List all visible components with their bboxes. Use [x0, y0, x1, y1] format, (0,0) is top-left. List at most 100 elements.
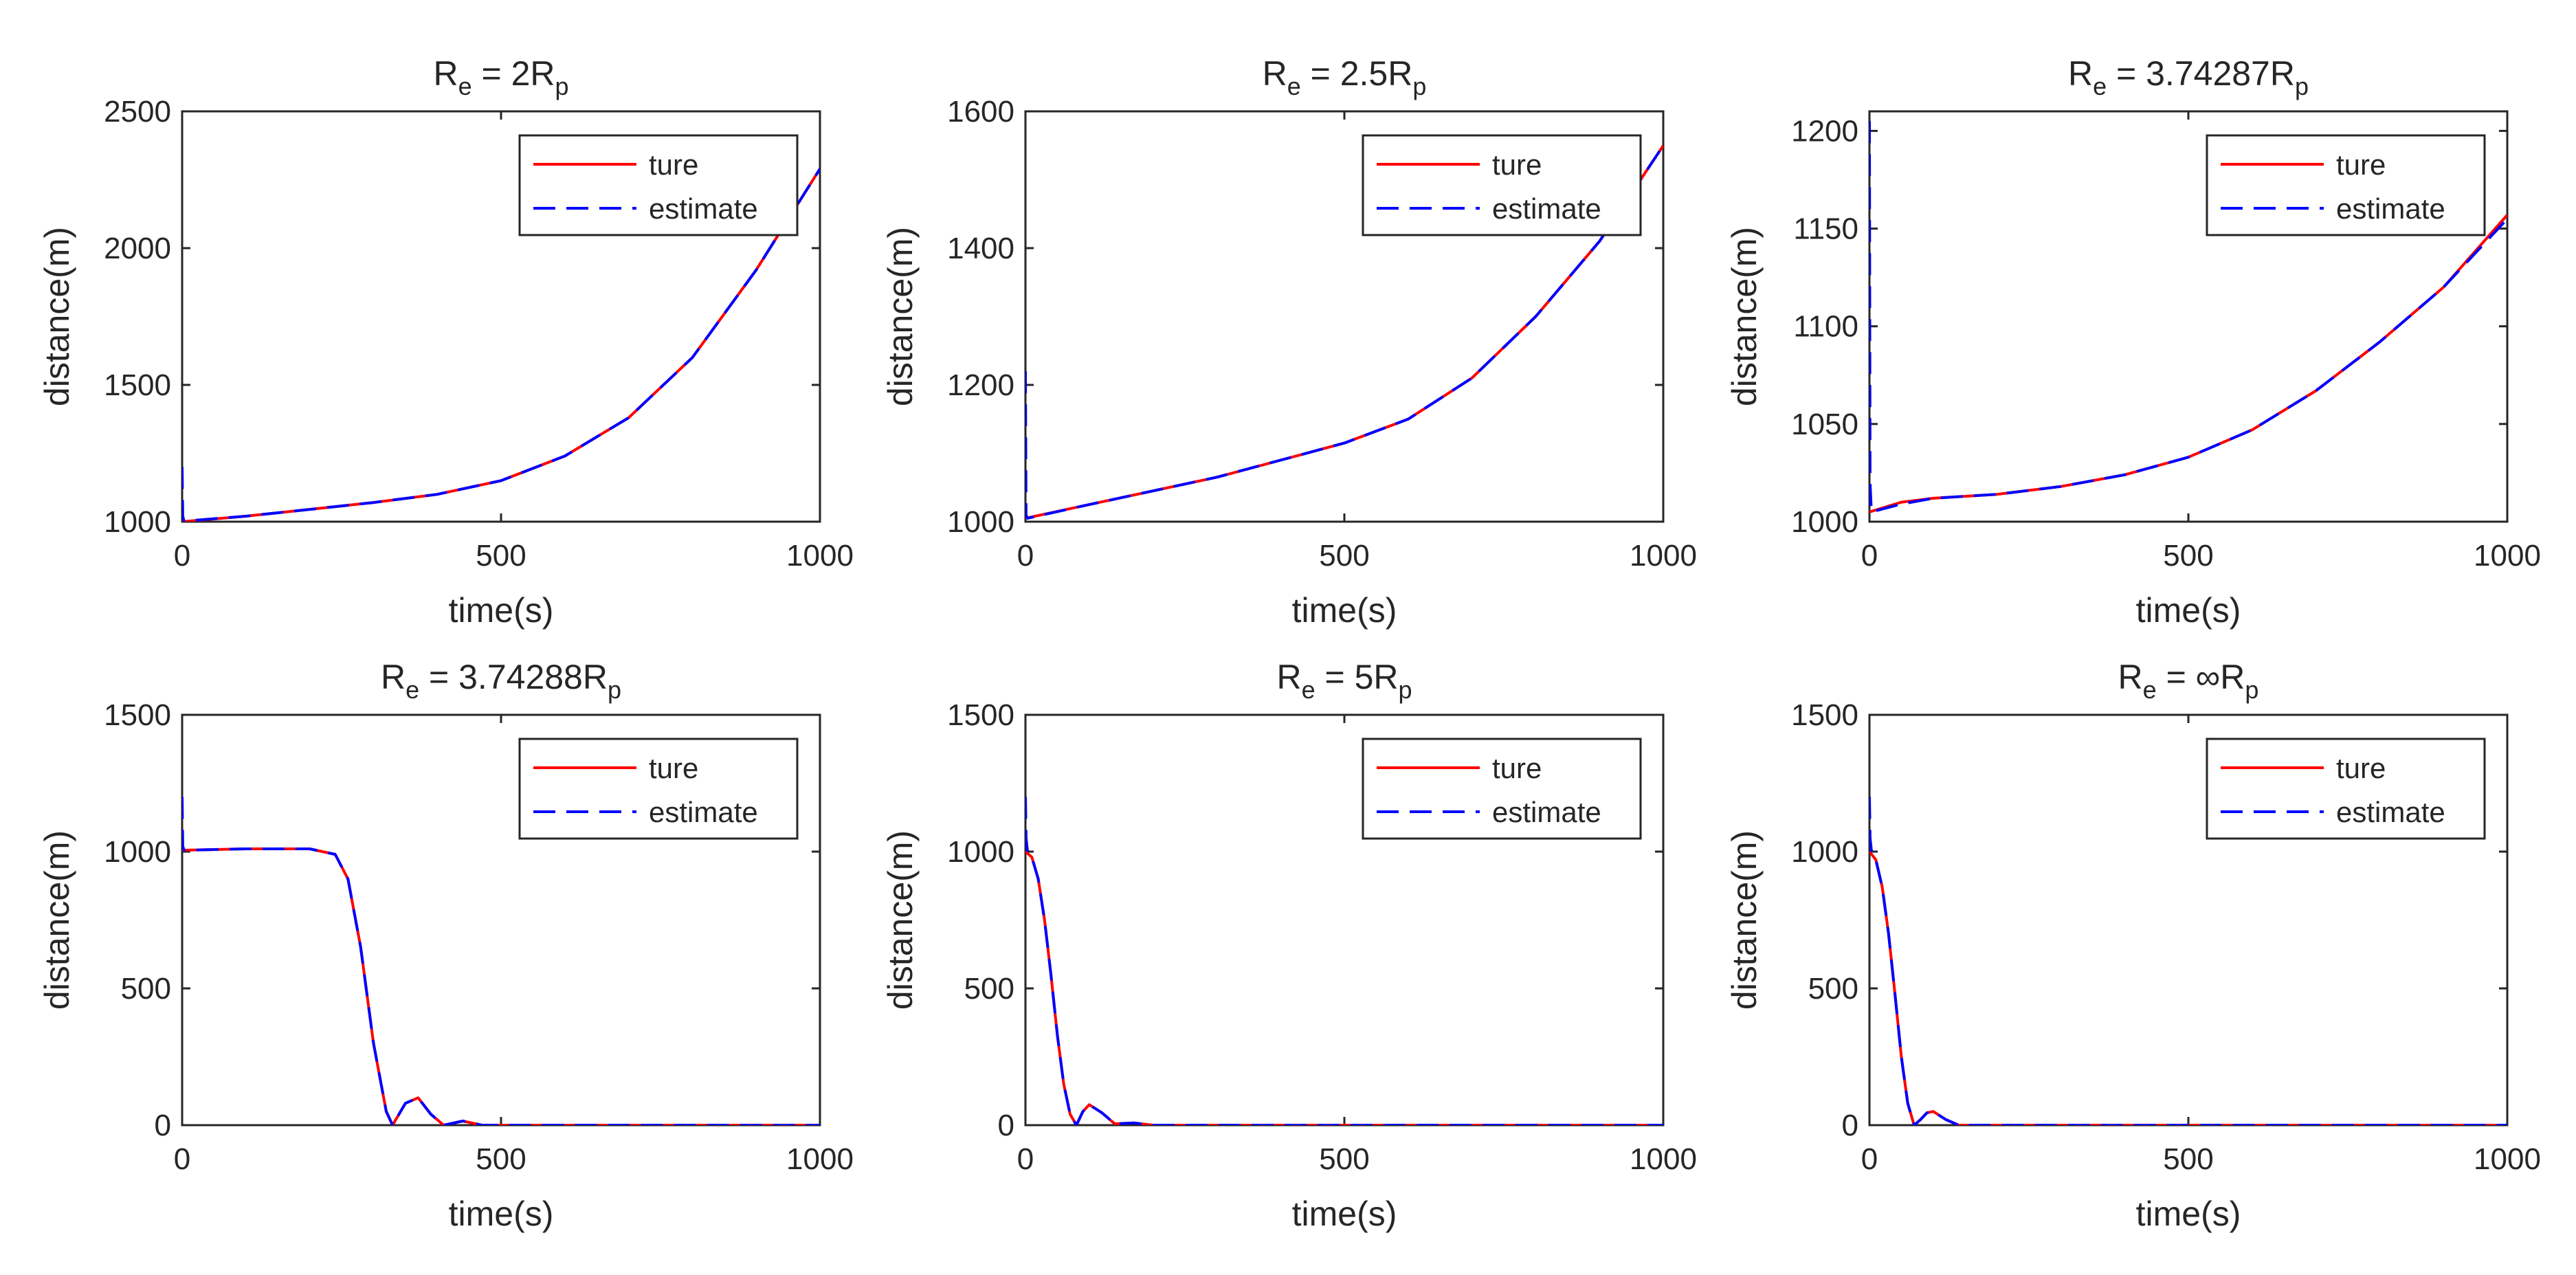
- y-axis-label: distance(m): [38, 830, 76, 1010]
- chart-title: Re = 2Rp: [433, 54, 568, 100]
- series-line-estimate: [1025, 797, 1663, 1125]
- x-axis-label: time(s): [1292, 591, 1397, 630]
- chart-3: Re = 3.74287Rp 0 500 1000 1000 1050 1100 1150 12…: [1725, 54, 2541, 630]
- y-tick-label: 500: [964, 972, 1014, 1006]
- y-axis-label: distance(m): [38, 227, 76, 406]
- y-tick-label: 1600: [947, 95, 1014, 129]
- y-tick-label: 1500: [947, 698, 1014, 732]
- x-tick-label: 1000: [786, 539, 854, 573]
- x-tick-label: 1000: [786, 1142, 854, 1176]
- chart-title: Re = 2.5Rp: [1263, 54, 1427, 100]
- title-mid: = 3.74287R: [2107, 54, 2295, 93]
- title-subscript-p: p: [1399, 676, 1412, 704]
- chart-6: Re = ∞Rp 0 500 1000 0 500 1000 1500 time(s) dista…: [1725, 658, 2541, 1233]
- series-group: [1025, 797, 1663, 1125]
- legend: ture estimate: [2206, 134, 2486, 236]
- y-tick-label: 1100: [1793, 310, 1858, 344]
- title-subscript-p: p: [1412, 72, 1426, 100]
- y-tick-label: 1000: [104, 505, 171, 539]
- y-tick-label: 1000: [1791, 835, 1858, 869]
- y-tick-label: 2000: [104, 232, 171, 265]
- y-tick-label: 1200: [1791, 114, 1858, 148]
- title-mid: = ∞R: [2157, 658, 2245, 696]
- title-main: R: [1263, 54, 1287, 93]
- x-tick-label: 0: [1017, 539, 1034, 573]
- x-axis-label: time(s): [2136, 1195, 2241, 1233]
- series-line-estimate: [182, 168, 820, 522]
- title-subscript-e: e: [2143, 676, 2157, 704]
- y-tick-label: 1400: [947, 232, 1014, 265]
- y-tick-label: 1150: [1793, 212, 1858, 246]
- y-tick-label: 1200: [947, 368, 1014, 402]
- x-tick-label: 1000: [2474, 1142, 2541, 1176]
- x-axis-label: time(s): [449, 1195, 554, 1233]
- legend-box: [1362, 738, 1642, 840]
- legend-label-true: ture: [1492, 752, 1542, 784]
- legend-label-estimate: estimate: [1492, 796, 1601, 828]
- title-subscript-e: e: [1302, 676, 1315, 704]
- title-subscript-p: p: [2245, 676, 2258, 704]
- chart-title: Re = 3.74287Rp: [2068, 54, 2309, 100]
- y-tick-label: 1500: [104, 368, 171, 402]
- legend: ture estimate: [518, 134, 799, 236]
- y-tick-label: 1500: [1791, 698, 1858, 732]
- x-tick-label: 500: [1319, 539, 1369, 573]
- chart-4: Re = 3.74288Rp 0 500 1000 0 500 1000 1500 time(s…: [38, 658, 854, 1233]
- title-main: R: [433, 54, 458, 93]
- series-line-true: [182, 847, 820, 1125]
- title-main: R: [381, 658, 406, 696]
- legend-box: [518, 134, 799, 236]
- series-line-estimate: [1025, 144, 1663, 520]
- x-tick-label: 500: [2163, 539, 2213, 573]
- chart-title: Re = 3.74288Rp: [381, 658, 621, 704]
- chart-1: Re = 2Rp 0 500 1000 1000 1500 2000 2500 time(s) d…: [38, 54, 854, 630]
- x-tick-label: 0: [174, 1142, 190, 1176]
- title-subscript-p: p: [2295, 72, 2309, 100]
- y-tick-label: 1000: [1791, 505, 1858, 539]
- legend-label-true: ture: [1492, 148, 1542, 181]
- y-tick-label: 500: [1808, 972, 1858, 1006]
- x-axis-label: time(s): [2136, 591, 2241, 630]
- title-mid: = 2.5R: [1301, 54, 1413, 93]
- legend-label-true: ture: [2336, 148, 2386, 181]
- series-line-estimate: [182, 797, 820, 1125]
- title-subscript-e: e: [1287, 72, 1301, 100]
- x-tick-label: 1000: [2474, 539, 2541, 573]
- legend: ture estimate: [2206, 738, 2486, 840]
- series-group: [1025, 144, 1663, 520]
- title-subscript-e: e: [406, 676, 419, 704]
- y-axis-label: distance(m): [881, 227, 920, 406]
- y-tick-label: 500: [121, 972, 171, 1006]
- legend: ture estimate: [518, 738, 799, 840]
- legend-label-estimate: estimate: [2336, 796, 2445, 828]
- legend-box: [2206, 738, 2486, 840]
- legend-label-true: ture: [649, 752, 698, 784]
- title-main: R: [2068, 54, 2093, 93]
- chart-title: Re = ∞Rp: [2118, 658, 2259, 704]
- title-subscript-e: e: [2093, 72, 2107, 100]
- y-tick-label: 1000: [104, 835, 171, 869]
- legend-label-estimate: estimate: [1492, 192, 1601, 225]
- y-tick-label: 1500: [104, 698, 171, 732]
- x-tick-label: 500: [476, 1142, 526, 1176]
- title-mid: = 3.74288R: [419, 658, 608, 696]
- y-tick-label: 0: [155, 1109, 171, 1142]
- x-tick-label: 1000: [1630, 1142, 1697, 1176]
- title-main: R: [2118, 658, 2143, 696]
- x-tick-label: 1000: [1630, 539, 1697, 573]
- series-line-estimate: [1869, 121, 2507, 513]
- y-tick-label: 1000: [947, 835, 1014, 869]
- legend: ture estimate: [1362, 738, 1642, 840]
- title-mid: = 5R: [1315, 658, 1399, 696]
- chart-2: Re = 2.5Rp 0 500 1000 1000 1200 1400 1600 time(s…: [881, 54, 1697, 630]
- legend-label-true: ture: [649, 148, 698, 181]
- series-group: [182, 797, 820, 1125]
- legend-box: [1362, 134, 1642, 236]
- x-tick-label: 0: [1017, 1142, 1034, 1176]
- y-tick-label: 2500: [104, 95, 171, 129]
- series-group: [182, 168, 820, 522]
- legend-label-estimate: estimate: [649, 192, 758, 225]
- series-line-estimate: [1869, 797, 2507, 1125]
- legend-label-estimate: estimate: [649, 796, 758, 828]
